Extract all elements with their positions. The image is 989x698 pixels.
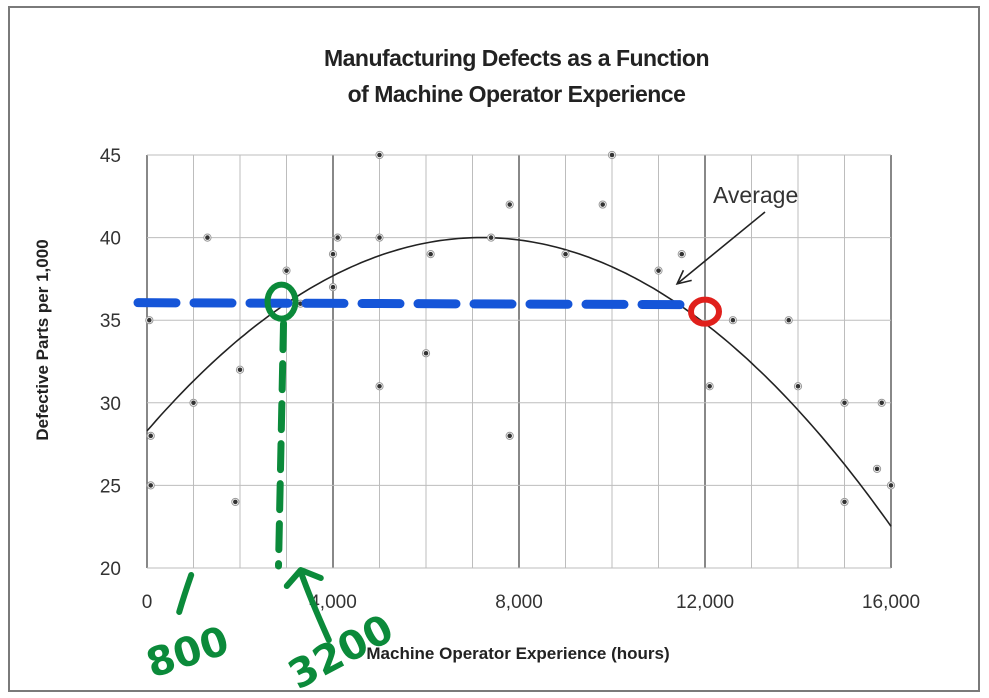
axis-ticks: 20 25 30 35 40 45 0 4,000 8,000 12,000 16,000: [100, 146, 920, 613]
data-point: [377, 235, 382, 240]
annotation-arrow: [676, 211, 766, 285]
handwritten-red-circle: [688, 296, 722, 327]
y-tick-label: 20: [100, 559, 121, 580]
data-point: [233, 499, 238, 505]
data-point: [563, 251, 568, 257]
y-tick-label: 40: [100, 229, 121, 250]
data-point: [507, 433, 512, 439]
data-point: [284, 268, 289, 273]
data-point: [679, 251, 685, 257]
data-point: [707, 383, 712, 389]
y-tick-label: 35: [100, 311, 121, 332]
data-point: [609, 152, 615, 158]
annotation-label: Average: [713, 182, 798, 208]
data-point: [330, 284, 336, 290]
y-tick-label: 30: [100, 394, 121, 415]
handwritten-label-800: 800: [141, 618, 235, 688]
data-point: [205, 235, 210, 240]
data-point: [237, 367, 243, 373]
data-point: [423, 350, 429, 356]
data-point: [888, 483, 894, 488]
chart-frame: [8, 6, 980, 692]
y-tick-label: 45: [100, 146, 121, 167]
y-tick-label: 25: [100, 476, 121, 497]
handwritten-label-3200: 3200: [281, 606, 401, 698]
data-point: [148, 433, 154, 439]
data-point: [147, 317, 152, 323]
data-point: [191, 400, 196, 406]
handwritten-green-circle: [264, 281, 299, 322]
handwritten-markup: [133, 281, 722, 643]
data-point: [377, 152, 382, 158]
data-point: [377, 383, 382, 389]
handwritten-arrow-3200: [297, 569, 332, 643]
x-tick-label: 8,000: [495, 592, 543, 613]
x-axis-title: Machine Operator Experience (hours): [366, 644, 669, 663]
handwritten-arrowhead-3200: [283, 567, 324, 589]
data-point: [428, 251, 433, 257]
data-point: [330, 251, 336, 257]
data-point: [730, 317, 736, 323]
data-point: [600, 202, 605, 207]
x-tick-label: 16,000: [862, 592, 920, 613]
data-point: [507, 202, 512, 207]
data-points: [145, 150, 896, 507]
annotation-arrowhead: [675, 269, 692, 286]
annotation-average: Average: [675, 182, 798, 286]
handwritten-tick-800: [176, 572, 195, 615]
grid-lines: [146, 154, 892, 569]
chart-title-line-2: of Machine Operator Experience: [347, 81, 686, 107]
chart-title-line-1: Manufacturing Defects as a Function: [323, 45, 710, 71]
data-point: [842, 400, 847, 406]
x-tick-label: 12,000: [676, 592, 734, 613]
data-point: [786, 317, 791, 323]
data-point: [656, 268, 661, 273]
data-point: [335, 235, 340, 240]
data-point: [795, 383, 801, 389]
y-axis-title: Defective Parts per 1,000: [33, 239, 52, 440]
chart-title: Manufacturing Defects as a Function of M…: [0, 40, 989, 112]
data-point: [879, 400, 884, 406]
data-point: [488, 235, 494, 240]
handwritten-green-dashed-line: [275, 320, 287, 570]
data-point: [148, 483, 154, 488]
x-tick-label: 4,000: [309, 592, 357, 613]
data-point: [874, 466, 880, 472]
data-point: [842, 499, 847, 505]
x-tick-label: 0: [142, 592, 153, 613]
handwritten-blue-dashed-line: [133, 298, 701, 310]
